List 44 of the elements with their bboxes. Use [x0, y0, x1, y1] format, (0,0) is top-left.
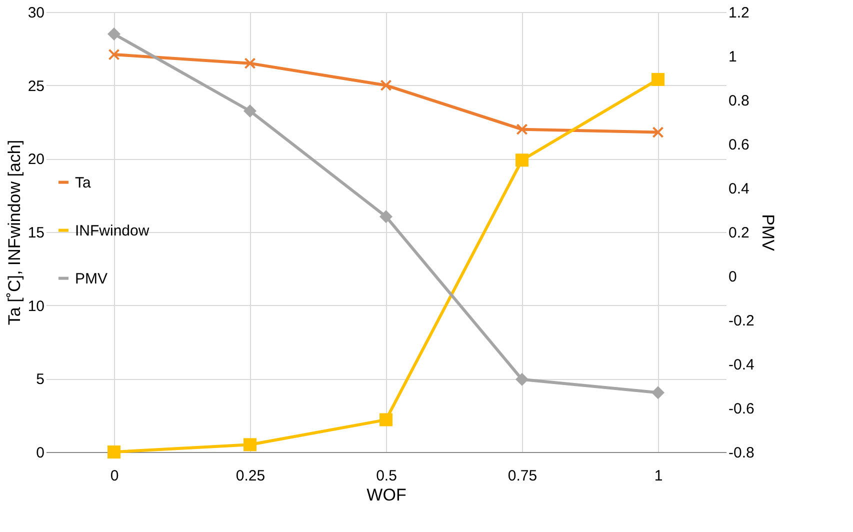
y-tick-label: 15 — [28, 224, 44, 242]
y2-tick-label: -0.8 — [728, 444, 754, 462]
legend-label: PMV — [75, 270, 108, 288]
y2-tick-label: 0.4 — [728, 180, 750, 198]
y-tick-label: 20 — [28, 151, 44, 168]
point — [243, 104, 257, 118]
y2-tick-label: -0.2 — [728, 312, 754, 330]
x-tick-label: 0 — [110, 468, 119, 484]
point — [244, 58, 256, 70]
y2-tick-label: 0 — [728, 268, 737, 286]
y-tick-label: 30 — [28, 4, 44, 22]
legend-label: Ta — [75, 174, 92, 192]
y-tick-label: 10 — [28, 298, 44, 315]
y2-tick-label: 1 — [728, 48, 737, 66]
point — [243, 438, 257, 452]
y2-tick-label: -0.6 — [728, 400, 754, 418]
point — [380, 80, 392, 92]
x-tick-label: 0.75 — [508, 468, 538, 484]
point — [515, 154, 529, 167]
y2-tick-label: 1.2 — [728, 4, 750, 22]
y-tick-label: 0 — [36, 444, 44, 462]
point — [108, 48, 120, 60]
point — [652, 126, 664, 138]
y2-tick-label: 0.8 — [728, 92, 750, 110]
point — [107, 27, 121, 41]
y-axis-title: Ta [˚C], INFwindow [ach] — [4, 140, 24, 326]
y-tick-label: 25 — [28, 78, 44, 95]
x-tick-label: 1 — [654, 468, 663, 484]
point — [379, 210, 393, 224]
legend-label: INFwindow — [75, 222, 150, 240]
point — [516, 124, 528, 136]
y2-tick-label: -0.4 — [728, 356, 754, 374]
y2-tick-label: 0.6 — [728, 136, 750, 154]
y2-axis-title: PMV — [758, 214, 778, 252]
x-tick-label: 0.5 — [376, 468, 397, 484]
y2-tick-label: 0.2 — [728, 224, 750, 242]
point — [651, 386, 665, 400]
point — [651, 72, 665, 86]
point — [379, 413, 393, 426]
point — [107, 445, 121, 459]
point — [515, 372, 529, 386]
x-axis-title: WOF — [366, 486, 406, 504]
x-tick-label: 0.25 — [236, 468, 266, 484]
y-tick-label: 5 — [36, 371, 44, 388]
